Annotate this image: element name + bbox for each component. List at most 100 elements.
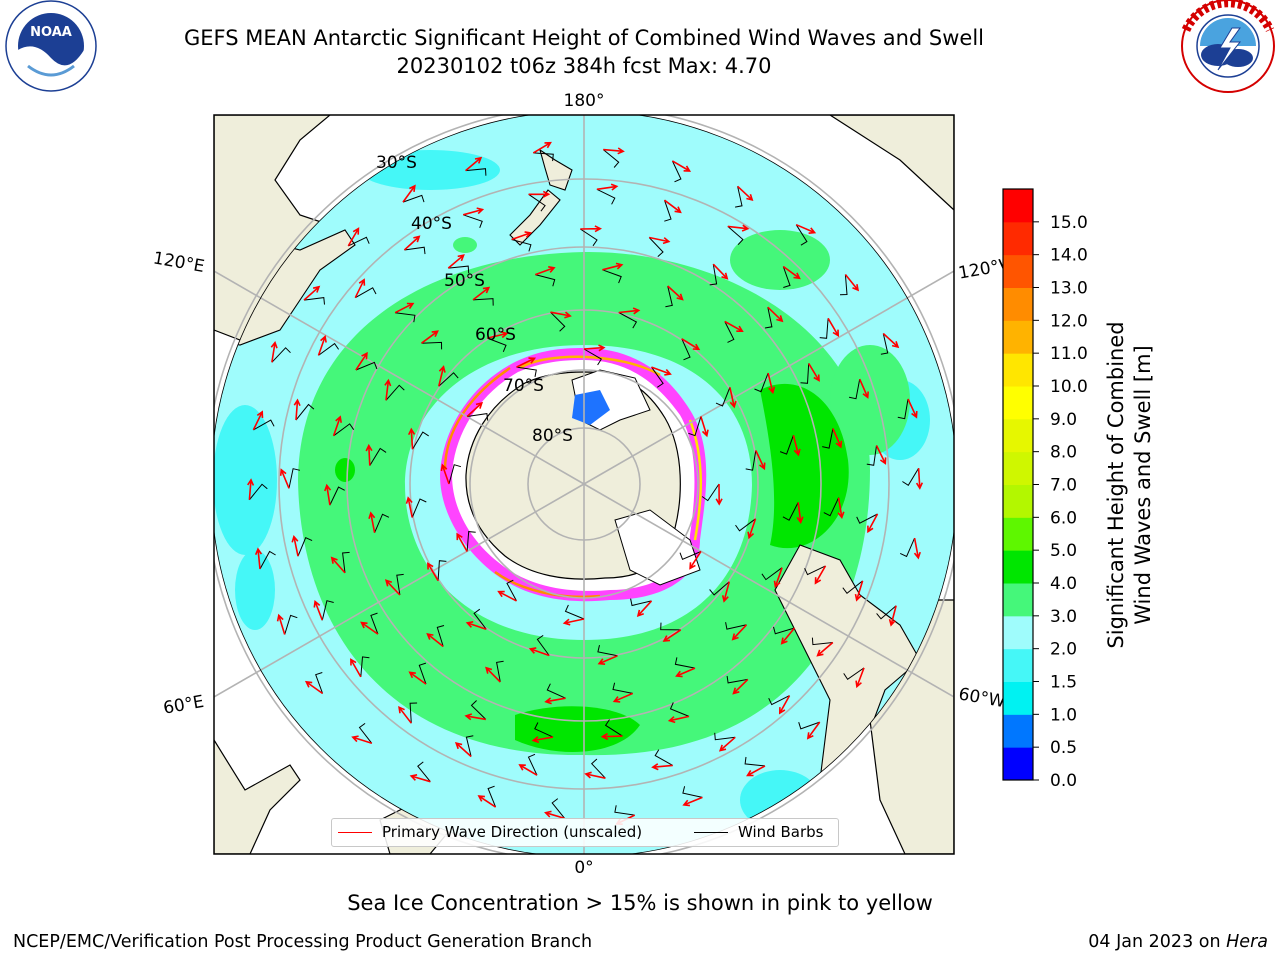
footer-credit: NCEP/EMC/Verification Post Processing Pr… — [13, 932, 593, 952]
wind-barb — [421, 341, 443, 350]
lat-label-70s: 70°S — [503, 376, 544, 396]
wind-barb — [465, 168, 487, 176]
sea-ice-caption: Sea Ice Concentration > 15% is shown in … — [347, 891, 933, 915]
wind-barb — [564, 604, 585, 620]
wind-barb — [418, 662, 427, 685]
wave-arrow — [350, 658, 362, 678]
wind-barb — [465, 735, 474, 757]
noaa-logo: NOAA — [5, 0, 97, 92]
wave-arrow — [394, 302, 415, 314]
wind-barb — [665, 285, 673, 308]
wave-arrow — [832, 428, 843, 449]
wind-barb — [466, 531, 476, 552]
wind-barb — [822, 428, 834, 449]
wave-arrow — [518, 764, 538, 776]
wave-arrow — [276, 613, 286, 635]
wave-arrow — [773, 567, 783, 589]
colorbar-tick-label: 3.0 — [1050, 607, 1077, 627]
wind-barb — [726, 675, 748, 684]
wind-barb — [355, 361, 378, 371]
wave-arrow — [867, 513, 879, 534]
legend-label-wind-barbs: Wind Barbs — [738, 823, 824, 841]
colorbar-tick-label: 15.0 — [1050, 213, 1088, 233]
wind-barb — [897, 398, 909, 420]
colorbar-label: Significant Height of Combined Wind Wave… — [1104, 321, 1155, 648]
wind-barb — [506, 579, 517, 602]
wave-arrow — [584, 771, 606, 779]
wave-arrow — [682, 796, 703, 807]
wind-barb — [823, 497, 840, 517]
wave-arrow — [732, 678, 749, 695]
wave-arrow — [438, 365, 446, 387]
wave-arrow — [532, 141, 552, 154]
wind-barb — [535, 274, 556, 287]
wind-barb — [409, 702, 418, 724]
wind-barb — [688, 416, 702, 437]
wave-arrow — [421, 330, 439, 344]
wind-barb — [534, 722, 554, 738]
wave-arrow — [729, 387, 737, 409]
wave-arrow — [689, 551, 702, 570]
colorbar-tick-label: 0.5 — [1050, 738, 1077, 758]
wave-arrow — [466, 401, 484, 418]
wave-arrow — [746, 765, 766, 777]
wave-arrow — [464, 713, 486, 721]
wave-arrow — [806, 721, 821, 740]
colorbar-tick-label: 8.0 — [1050, 443, 1077, 463]
wave-arrow — [854, 580, 864, 602]
colorbar-segment — [1003, 681, 1033, 715]
wave-arrow — [472, 286, 491, 301]
colorbar-tick-label: 11.0 — [1050, 344, 1088, 364]
wind-barb — [681, 338, 691, 361]
wave-arrow — [651, 366, 672, 376]
wave-arrow — [767, 306, 784, 323]
wave-arrow — [291, 534, 299, 557]
wave-arrow — [715, 483, 723, 506]
wind-barb — [528, 193, 546, 212]
wind-barb — [754, 372, 769, 393]
wind-barb — [467, 413, 489, 421]
colorbar-segment — [1003, 615, 1033, 650]
lon-label-lower-right: 60°W — [957, 684, 1007, 712]
colorbar-segment — [1003, 648, 1033, 682]
wave-arrow — [602, 262, 624, 271]
wave-arrow — [882, 332, 900, 349]
wind-barb — [597, 644, 618, 657]
wind-barb — [374, 513, 390, 533]
colorbar-segment — [1003, 484, 1033, 518]
wind-barb — [612, 682, 633, 694]
wind-barb — [856, 513, 878, 524]
wind-barb — [303, 297, 325, 305]
wave-arrow — [465, 156, 483, 172]
wind-barb — [651, 366, 664, 388]
wind-barb — [768, 695, 790, 706]
wind-barb — [724, 321, 735, 343]
colorbar-segment — [1003, 517, 1033, 551]
lon-label-upper-left: 120°E — [152, 248, 206, 277]
wave-arrow — [888, 605, 897, 627]
colorbar-tick-label: 5.0 — [1050, 541, 1077, 561]
lon-label-top: 180° — [564, 91, 605, 111]
wave-arrow — [398, 705, 412, 724]
wave-arrow — [667, 285, 684, 301]
wind-barb — [843, 667, 865, 681]
wind-barb — [669, 702, 690, 717]
lat-label-50s: 50°S — [444, 271, 485, 291]
wind-barb — [664, 200, 672, 222]
wind-barb — [630, 598, 652, 607]
lat-label-40s: 40°S — [411, 214, 452, 234]
colorbar-tick-label: 4.0 — [1050, 574, 1077, 594]
wind-barb — [602, 269, 622, 284]
colorbar-segment — [1003, 451, 1033, 485]
wave-arrow — [405, 496, 413, 518]
legend-label-wave-direction: Primary Wave Direction (unscaled) — [382, 823, 643, 841]
wind-barb — [715, 387, 731, 407]
wave-arrow — [454, 741, 472, 758]
wind-barb — [473, 608, 487, 630]
wind-barb — [761, 567, 783, 581]
colorbar-tick-label: 6.0 — [1050, 508, 1077, 528]
colorbar-tick-label: 13.0 — [1050, 279, 1088, 299]
wave-arrow — [304, 680, 324, 695]
wind-barb — [682, 786, 703, 798]
wind-barb — [546, 683, 566, 699]
